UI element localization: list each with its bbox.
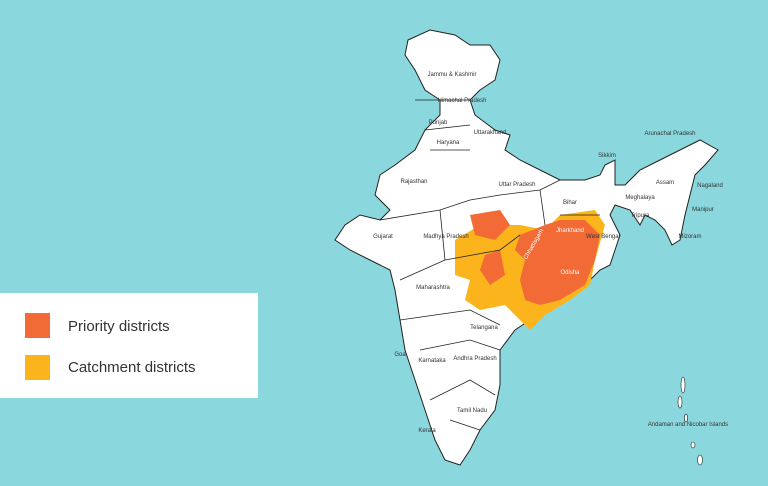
state-label: Bihar [563, 200, 577, 206]
legend-swatch [25, 313, 50, 338]
state-label: Telangana [470, 325, 498, 331]
state-borders [379, 99, 600, 431]
priority-region [470, 210, 510, 240]
state-label: Manipur [692, 207, 714, 213]
state-label: Jharkhand [556, 228, 584, 234]
state-label: Andhra Pradesh [453, 356, 496, 362]
state-label: Mizoram [678, 234, 701, 240]
state-label: Haryana [437, 140, 460, 146]
state-label: Tripura [631, 213, 650, 219]
state-label: Odisha [560, 270, 580, 276]
state-label: Sikkim [598, 153, 616, 159]
priority-region [480, 250, 505, 285]
legend-label: Catchment districts [68, 359, 196, 376]
legend: Priority districts Catchment districts [0, 293, 258, 398]
legend-swatch [25, 355, 50, 380]
state-label: Andaman and Nicobar Islands [648, 422, 728, 428]
state-label: Meghalaya [625, 195, 655, 201]
state-label: Uttarakhand [474, 130, 507, 136]
state-label: Rajasthan [400, 179, 427, 185]
state-label: Punjab [429, 120, 448, 126]
legend-label: Priority districts [68, 318, 170, 335]
legend-box [0, 293, 258, 398]
state-label: Karnataka [418, 358, 446, 364]
state-label: Assam [656, 180, 674, 186]
state-label: Maharashtra [416, 285, 450, 291]
state-label: West Bengal [586, 234, 620, 240]
state-label: Nagaland [697, 183, 723, 189]
state-label: Goa [394, 352, 406, 358]
state-label: Uttar Pradesh [498, 182, 535, 188]
andaman-islands [677, 376, 703, 466]
state-label: Madhya Pradesh [423, 234, 468, 240]
state-label: Kerala [418, 428, 436, 434]
state-label: Tamil Nadu [457, 408, 487, 414]
priority-region [515, 220, 600, 305]
state-label: Arunachal Pradesh [644, 131, 695, 137]
state-label: Himachal Pradesh [437, 98, 486, 104]
state-label: Gujarat [373, 234, 393, 240]
state-label: Jammu & Kashmir [427, 72, 476, 78]
